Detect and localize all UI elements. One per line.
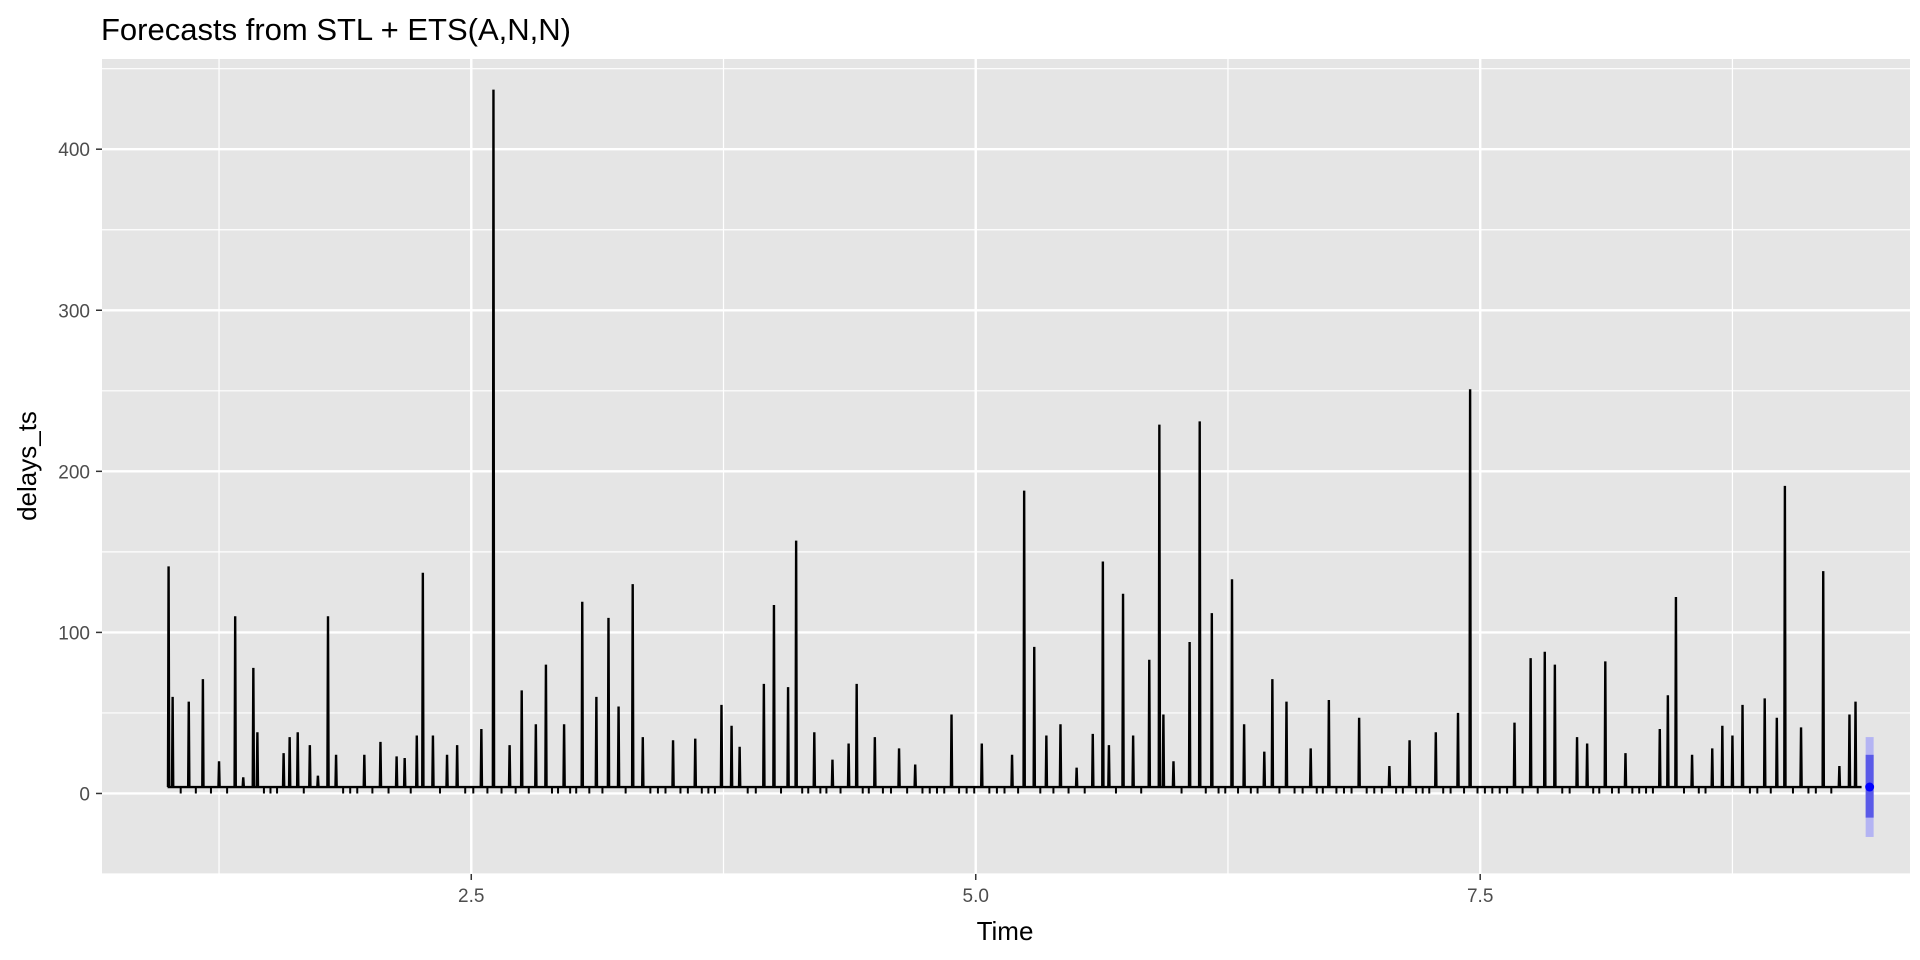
series-path [166,89,1862,789]
series-line [166,89,1862,794]
chart-title: Forecasts from STL + ETS(A,N,N) [101,12,571,47]
forecast-interval [1865,737,1875,837]
x-tick-label-2: 7.5 [1467,886,1493,907]
grid-minor [102,59,1910,875]
y-tick-label-3: 300 [58,301,90,322]
y-tick-label-4: 400 [58,140,90,161]
x-axis-ticks: 2.5 5.0 7.5 [458,874,1493,907]
x-tick-label-1: 5.0 [963,886,989,907]
y-axis-ticks: 0 100 200 300 400 [58,140,102,805]
plot-panel [102,59,1910,874]
x-tick-label-0: 2.5 [458,886,484,907]
y-tick-label-2: 200 [58,462,90,483]
y-tick-label-0: 0 [79,784,90,805]
forecast-point [1865,782,1875,792]
y-axis-title: delays_ts [12,411,42,521]
grid-major [102,59,1910,874]
x-axis-title: Time [977,916,1034,946]
y-tick-label-1: 100 [58,623,90,644]
series-dips [179,787,1833,794]
